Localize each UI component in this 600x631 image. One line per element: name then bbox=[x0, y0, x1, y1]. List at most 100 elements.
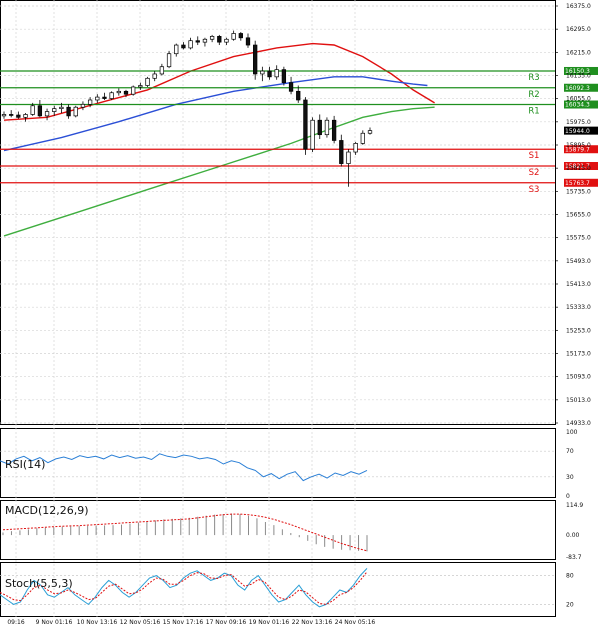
level-name-r3: R3 bbox=[528, 73, 539, 83]
rsi-y-tick: 70 bbox=[566, 448, 574, 455]
x-tick-label: 9 Nov 01:16 bbox=[36, 619, 73, 626]
candle-body bbox=[37, 105, 43, 117]
candle-body bbox=[217, 36, 222, 43]
rsi-y-tick: 30 bbox=[566, 474, 574, 481]
candle-body bbox=[296, 90, 301, 101]
candle-body bbox=[52, 108, 57, 112]
stoch-y-tick: 80 bbox=[566, 573, 574, 580]
stoch-title: Stoch(5,5,3) bbox=[5, 577, 73, 590]
candle-body bbox=[317, 119, 322, 136]
candle-body bbox=[174, 44, 179, 55]
y-tick-label: 15413.0 bbox=[566, 281, 591, 288]
x-tick-label: 09:16 bbox=[7, 619, 24, 626]
y-tick-label: 15655.0 bbox=[566, 212, 591, 219]
level-price-tag bbox=[564, 178, 598, 187]
candle-body bbox=[87, 99, 93, 105]
level-price-label: 15879.7 bbox=[565, 146, 590, 153]
rsi-pane: 100 70 30 0 bbox=[0, 429, 578, 500]
candle-body bbox=[253, 44, 258, 75]
y-tick-label: 15333.0 bbox=[566, 304, 591, 311]
level-name-r2: R2 bbox=[528, 90, 539, 100]
candle-body bbox=[152, 73, 157, 79]
rsi-pane-frame bbox=[0, 428, 556, 498]
level-price-label: 16150.3 bbox=[565, 68, 590, 75]
y-tick-label: 15093.0 bbox=[566, 374, 591, 381]
stoch-y-tick: 20 bbox=[566, 601, 574, 608]
candle-body bbox=[123, 90, 129, 95]
candle-body bbox=[30, 105, 35, 115]
level-name-r1: R1 bbox=[528, 107, 539, 117]
candle-body bbox=[1, 114, 7, 117]
macd-pane-frame bbox=[0, 500, 556, 560]
y-tick-label: 16215.0 bbox=[566, 49, 591, 56]
candle-body bbox=[274, 69, 279, 78]
candle-body bbox=[367, 130, 373, 134]
candle-body bbox=[209, 36, 215, 40]
level-price-tag bbox=[564, 100, 598, 109]
level-name-s2: S2 bbox=[529, 168, 540, 178]
current-price-label: 15944.0 bbox=[565, 128, 590, 135]
price-pane-frame bbox=[0, 0, 556, 425]
candle-body bbox=[202, 38, 208, 43]
candle-body bbox=[109, 92, 114, 99]
candle-body bbox=[339, 140, 344, 164]
rsi-y-tick: 0 bbox=[566, 493, 570, 500]
candle-body bbox=[66, 106, 71, 117]
level-price-label: 16034.3 bbox=[565, 102, 590, 109]
macd-y-tick: 114.9 bbox=[566, 502, 583, 509]
macd-signal-line bbox=[2, 513, 368, 552]
level-name-s3: S3 bbox=[529, 185, 540, 195]
candle-body bbox=[9, 114, 14, 116]
candle-body bbox=[116, 90, 121, 94]
candle-body bbox=[23, 114, 28, 118]
macd-pane: 114.9 0.00 -83.7 bbox=[2, 502, 583, 561]
candle-body bbox=[238, 33, 243, 39]
price-candles bbox=[1, 30, 373, 187]
stoch-d-line bbox=[0, 571, 368, 605]
time-axis: 09:16 9 Nov 01:16 10 Nov 13:16 12 Nov 05:16… bbox=[7, 619, 375, 626]
level-price-tag bbox=[564, 162, 598, 171]
y-tick-label: 16375.0 bbox=[566, 3, 591, 10]
candle-body bbox=[245, 37, 251, 46]
candle-body bbox=[95, 96, 100, 101]
level-price-tag bbox=[564, 145, 598, 154]
y-tick-label: 16135.0 bbox=[566, 73, 591, 80]
level-price-label: 15821.7 bbox=[565, 163, 590, 170]
rsi-y-tick: 100 bbox=[566, 429, 578, 436]
candle-body bbox=[224, 38, 229, 43]
y-tick-label: 15895.0 bbox=[566, 142, 591, 149]
candle-body bbox=[260, 70, 265, 75]
level-price-tag bbox=[564, 66, 598, 75]
level-price-label: 16092.3 bbox=[565, 85, 590, 92]
candle-body bbox=[73, 106, 78, 117]
candle-body bbox=[181, 44, 186, 49]
y-tick-label: 15975.0 bbox=[566, 119, 591, 126]
x-tick-label: 19 Nov 01:16 bbox=[249, 619, 290, 626]
stoch-pane: 80 20 bbox=[0, 568, 574, 608]
y-tick-label: 14933.0 bbox=[566, 420, 591, 427]
y-tick-label: 15493.0 bbox=[566, 258, 591, 265]
candle-body bbox=[281, 69, 287, 83]
candle-body bbox=[138, 85, 143, 88]
candle-body bbox=[267, 70, 272, 78]
y-tick-label: 15735.0 bbox=[566, 188, 591, 195]
x-tick-label: 15 Nov 17:16 bbox=[163, 619, 204, 626]
candle-body bbox=[310, 119, 315, 150]
candle-body bbox=[59, 106, 64, 110]
candle-body bbox=[166, 53, 172, 68]
macd-y-tick: 0.00 bbox=[566, 532, 580, 539]
level-price-tag bbox=[564, 83, 598, 92]
x-tick-label: 10 Nov 13:16 bbox=[77, 619, 118, 626]
candle-body bbox=[44, 111, 50, 117]
x-tick-label: 12 Nov 05:16 bbox=[120, 619, 161, 626]
candle-body bbox=[16, 114, 21, 118]
moving-average-line bbox=[3, 42, 435, 121]
y-tick-label: 15815.0 bbox=[566, 165, 591, 172]
level-name-s1: S1 bbox=[529, 151, 540, 161]
x-tick-label: 22 Nov 13:16 bbox=[292, 619, 333, 626]
support-resistance-levels: R3 16150.3 R2 16092.3 R1 16034.3 S1 15879.7 S2 15… bbox=[0, 66, 598, 195]
y-tick-label: 15575.0 bbox=[566, 235, 591, 242]
current-price-tag bbox=[564, 126, 598, 135]
candle-body bbox=[188, 40, 193, 49]
